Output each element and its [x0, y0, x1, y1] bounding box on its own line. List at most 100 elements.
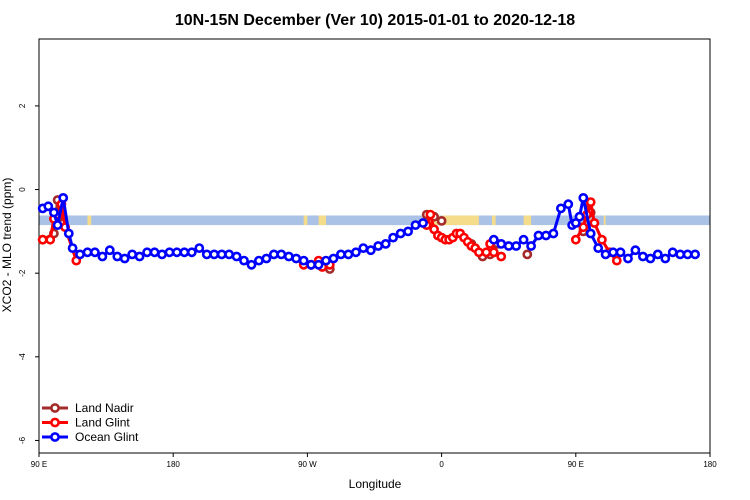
x-tick-label: 180 — [703, 460, 717, 469]
ocean-band — [39, 215, 710, 226]
data-point — [365, 245, 376, 256]
data-point — [246, 259, 257, 270]
data-point — [328, 253, 339, 264]
data-point — [37, 234, 48, 245]
y-axis-ticks: 2 0 -2 -4 -6 — [18, 103, 39, 444]
data-point — [597, 234, 607, 245]
legend-label: Ocean Glint — [75, 430, 139, 444]
data-point — [496, 251, 507, 262]
data-point — [97, 251, 108, 262]
data-point — [533, 230, 544, 241]
data-point — [373, 241, 384, 251]
data-point — [589, 218, 600, 228]
data-point — [306, 259, 316, 270]
data-point — [585, 197, 596, 207]
x-tick-label: 90 W — [298, 460, 317, 469]
data-point — [52, 220, 63, 230]
data-point — [436, 215, 447, 226]
data-point — [104, 245, 115, 256]
data-point — [358, 243, 369, 253]
data-point — [403, 226, 413, 237]
data-point — [291, 253, 302, 264]
data-point — [43, 201, 54, 212]
data-point — [593, 243, 604, 253]
data-point — [224, 249, 234, 260]
data-point — [488, 234, 499, 245]
data-point — [652, 249, 663, 260]
data-point — [600, 249, 611, 260]
x-tick-label: 90 E — [31, 460, 47, 469]
chart-title: 10N-15N December (Ver 10) 2015-01-01 to … — [175, 12, 575, 29]
legend-swatch-marker — [50, 432, 60, 442]
data-point — [194, 243, 205, 253]
x-axis-label: Longitude — [349, 477, 402, 491]
legend-label: Land Glint — [75, 416, 130, 430]
data-point — [563, 199, 574, 210]
data-point — [45, 234, 56, 245]
land-band-segment — [523, 215, 532, 226]
data-point — [90, 247, 100, 258]
series-layer — [37, 192, 700, 274]
legend-swatch-marker — [50, 417, 60, 428]
data-point — [667, 247, 678, 258]
data-point — [63, 228, 74, 239]
legend-item: Land Nadir — [42, 401, 134, 415]
data-point — [410, 220, 421, 230]
data-point — [261, 253, 272, 264]
data-point — [298, 255, 309, 266]
data-point — [388, 232, 398, 243]
data-point — [522, 249, 533, 260]
data-point — [503, 241, 514, 251]
data-point — [578, 222, 589, 233]
data-point — [570, 234, 581, 245]
data-point — [67, 243, 78, 253]
legend-swatch-marker — [50, 403, 60, 413]
data-point — [49, 207, 59, 218]
data-point — [496, 238, 507, 249]
data-point — [488, 247, 499, 258]
data-point — [283, 251, 294, 262]
data-point — [276, 249, 287, 260]
data-point — [578, 192, 589, 203]
data-point — [690, 249, 700, 260]
data-point — [574, 211, 585, 222]
y-tick-label: -6 — [18, 436, 27, 444]
land-band-segment — [303, 215, 308, 226]
data-point — [209, 249, 220, 260]
data-point — [638, 251, 648, 262]
land-band-segment — [87, 215, 92, 226]
land-band-segment — [318, 215, 327, 226]
data-point — [75, 249, 85, 260]
y-tick-label: 0 — [18, 187, 27, 192]
data-point — [58, 192, 69, 203]
data-point — [425, 209, 436, 220]
land-ocean-band — [39, 215, 710, 226]
data-point — [253, 255, 264, 266]
data-point — [350, 247, 361, 258]
data-point — [518, 234, 529, 245]
data-point — [119, 253, 130, 264]
data-point — [112, 251, 123, 262]
data-point — [481, 247, 492, 258]
data-point — [526, 241, 536, 251]
y-tick-label: 2 — [18, 103, 27, 108]
data-point — [239, 255, 249, 266]
data-point — [134, 251, 145, 262]
data-point — [623, 253, 633, 264]
data-point — [231, 251, 242, 262]
series-ocean-glint — [37, 192, 700, 270]
x-axis-ticks: 90 E 180 90 W 0 90 E 180 — [31, 453, 717, 469]
data-point — [682, 249, 693, 260]
legend-label: Land Nadir — [75, 401, 134, 415]
data-point — [321, 255, 331, 266]
data-point — [548, 228, 559, 239]
data-point — [157, 249, 167, 260]
plot-frame — [38, 38, 711, 454]
land-band-segment — [491, 215, 496, 226]
data-point — [395, 228, 406, 239]
data-point — [313, 259, 324, 270]
y-tick-label: -2 — [18, 269, 27, 277]
data-point — [335, 249, 346, 260]
